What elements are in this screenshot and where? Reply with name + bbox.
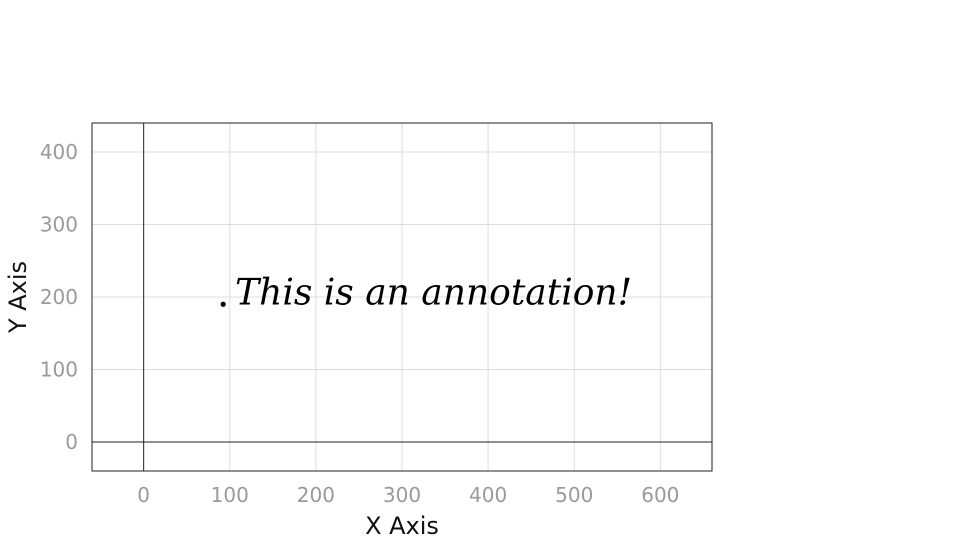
y-tick-labels: 0 100 200 300 400 xyxy=(40,140,78,454)
annotations: This is an annotation! xyxy=(220,272,632,313)
x-tick-label: 0 xyxy=(137,483,150,507)
x-tick-label: 100 xyxy=(211,483,249,507)
plot-frame xyxy=(91,122,713,472)
y-tick-label: 300 xyxy=(40,213,78,237)
y-tick-label: 0 xyxy=(65,430,78,454)
grid-lines xyxy=(92,123,712,471)
x-tick-label: 400 xyxy=(469,483,507,507)
x-tick-label: 600 xyxy=(641,483,679,507)
annotation-label: This is an annotation! xyxy=(235,272,632,313)
x-tick-label: 200 xyxy=(297,483,335,507)
y-tick-label: 200 xyxy=(40,285,78,309)
zero-lines xyxy=(92,123,712,471)
x-tick-label: 500 xyxy=(555,483,593,507)
y-tick-label: 400 xyxy=(40,140,78,164)
y-tick-label: 100 xyxy=(40,358,78,382)
x-tick-labels: 0 100 200 300 400 500 600 xyxy=(137,483,679,507)
y-axis-title: Y Axis xyxy=(4,261,32,334)
x-axis-title: X Axis xyxy=(365,512,439,540)
x-tick-label: 300 xyxy=(383,483,421,507)
annotation-marker xyxy=(220,301,226,307)
